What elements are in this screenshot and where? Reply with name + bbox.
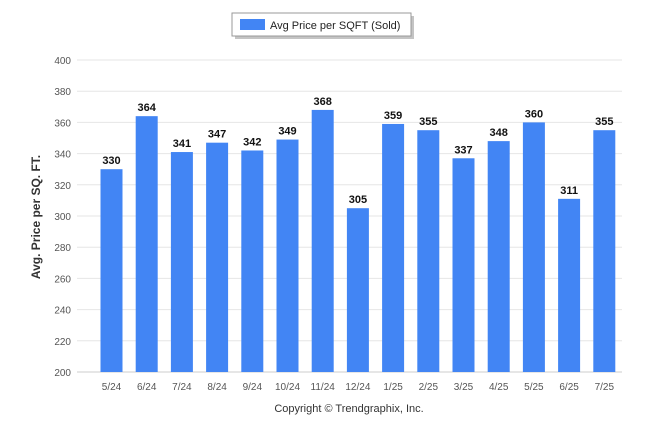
x-tick-label: 11/24 — [311, 382, 336, 393]
y-tick-label: 280 — [54, 243, 71, 254]
x-axis: 5/24 6/24 7/24 8/24 9/24 10/24 11/24 12/24 1/25 2… — [102, 382, 615, 393]
x-tick-label: 5/24 — [102, 382, 122, 393]
bar-value-label: 330 — [102, 155, 120, 167]
legend[interactable]: Avg Price per SQFT (Sold) — [231, 12, 414, 39]
bars — [100, 109, 616, 373]
y-axis-title: Avg. Price per SQ. FT. — [29, 155, 43, 279]
bar[interactable] — [135, 116, 158, 372]
bar[interactable] — [558, 198, 581, 372]
bar-value-label: 347 — [208, 129, 226, 141]
bar[interactable] — [100, 169, 123, 372]
copyright-text: Copyright © Trendgraphix, Inc. — [274, 403, 423, 415]
x-tick-label: 7/24 — [172, 382, 192, 393]
x-tick-label: 6/25 — [559, 382, 579, 393]
bar-value-label: 305 — [349, 194, 367, 206]
y-tick-label: 400 — [54, 56, 71, 67]
bar[interactable] — [170, 152, 193, 372]
bar-value-label: 364 — [138, 102, 157, 114]
x-tick-label: 6/24 — [137, 382, 157, 393]
y-tick-label: 220 — [54, 337, 71, 348]
x-tick-label: 9/24 — [243, 382, 263, 393]
bar-value-label: 311 — [560, 185, 578, 197]
y-tick-label: 380 — [54, 87, 71, 98]
x-tick-label: 10/24 — [275, 382, 300, 393]
x-tick-label: 8/24 — [207, 382, 227, 393]
bar-value-label: 355 — [419, 116, 437, 128]
bar-value-label: 368 — [314, 96, 332, 108]
bar-value-label: 359 — [384, 110, 402, 122]
bar[interactable] — [206, 142, 229, 372]
y-axis: 200 220 240 260 280 300 320 340 360 380 400 — [54, 56, 71, 379]
bar-value-label: 341 — [173, 138, 191, 150]
bar[interactable] — [522, 122, 545, 373]
y-tick-label: 200 — [54, 368, 71, 379]
bar[interactable] — [593, 130, 616, 372]
bar-value-label: 342 — [243, 136, 261, 148]
x-tick-label: 3/25 — [454, 382, 474, 393]
y-tick-label: 340 — [54, 150, 71, 161]
data-labels: 330 364 341 347 342 349 368 305 359 355 337 348 360 3… — [102, 96, 613, 206]
bar-value-label: 360 — [525, 108, 543, 120]
bar[interactable] — [346, 208, 369, 372]
x-tick-label: 7/25 — [595, 382, 615, 393]
bar-value-label: 349 — [278, 126, 296, 138]
y-tick-label: 300 — [54, 212, 71, 223]
bar[interactable] — [417, 130, 440, 372]
bar-value-label: 355 — [595, 116, 613, 128]
legend-swatch — [240, 19, 265, 30]
bar-value-label: 348 — [490, 127, 508, 139]
x-tick-label: 5/25 — [524, 382, 544, 393]
bar[interactable] — [452, 158, 475, 372]
bar[interactable] — [276, 139, 299, 372]
y-tick-label: 240 — [54, 306, 71, 317]
bar[interactable] — [241, 150, 264, 372]
x-tick-label: 12/24 — [345, 382, 370, 393]
x-tick-label: 4/25 — [489, 382, 509, 393]
y-tick-label: 260 — [54, 274, 71, 285]
bar-value-label: 337 — [454, 144, 472, 156]
legend-box — [231, 12, 412, 37]
legend-label: Avg Price per SQFT (Sold) — [270, 20, 400, 32]
x-tick-label: 1/25 — [383, 382, 403, 393]
y-tick-label: 360 — [54, 118, 71, 129]
bar[interactable] — [487, 141, 510, 372]
y-tick-label: 320 — [54, 181, 71, 192]
bar[interactable] — [311, 109, 334, 373]
bar[interactable] — [382, 123, 405, 373]
x-tick-label: 2/25 — [419, 382, 439, 393]
